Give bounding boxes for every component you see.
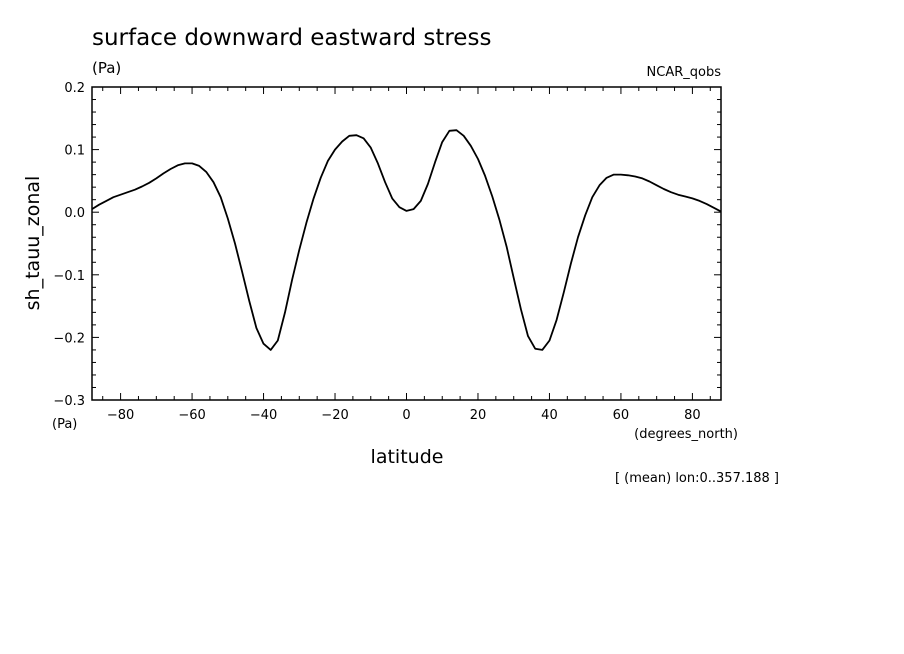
chart-title: surface downward eastward stress [92, 25, 491, 51]
series-line [91, 129, 722, 351]
x-tick-label: 60 [613, 408, 630, 423]
y-tick-labels: −0.3 −0.2 −0.1 0.0 0.1 0.2 [53, 81, 85, 409]
x-tick-labels: −80 −60 −40 −20 0 20 40 60 80 [107, 408, 701, 423]
footnote: [ (mean) lon:0..357.188 ] [615, 471, 779, 486]
x-tick-label: 0 [402, 408, 410, 423]
axis-ticks [92, 86, 721, 401]
x-tick-label: −60 [178, 408, 205, 423]
units-label: (Pa) [92, 59, 121, 77]
y-tick-label: 0.2 [64, 81, 85, 96]
x-tick-label: −40 [250, 408, 277, 423]
x-tick-label: 80 [684, 408, 701, 423]
x-tick-label: −20 [321, 408, 348, 423]
y-tick-label: −0.3 [53, 394, 85, 409]
y-tick-label: 0.1 [64, 144, 85, 159]
y-axis-label: sh_tauu_zonal [22, 176, 44, 311]
plot-frame [91, 86, 722, 401]
y-tick-label: 0.0 [64, 206, 85, 221]
x-tick-label: −80 [107, 408, 134, 423]
x-axis-label: latitude [371, 446, 444, 468]
y-tick-label: −0.2 [53, 331, 85, 346]
y-units-label: (Pa) [52, 417, 77, 432]
x-tick-label: 20 [470, 408, 487, 423]
x-tick-label: 40 [541, 408, 558, 423]
source-label: NCAR_qobs [647, 65, 722, 80]
x-units-label: (degrees_north) [634, 427, 738, 442]
y-tick-label: −0.1 [53, 269, 85, 284]
